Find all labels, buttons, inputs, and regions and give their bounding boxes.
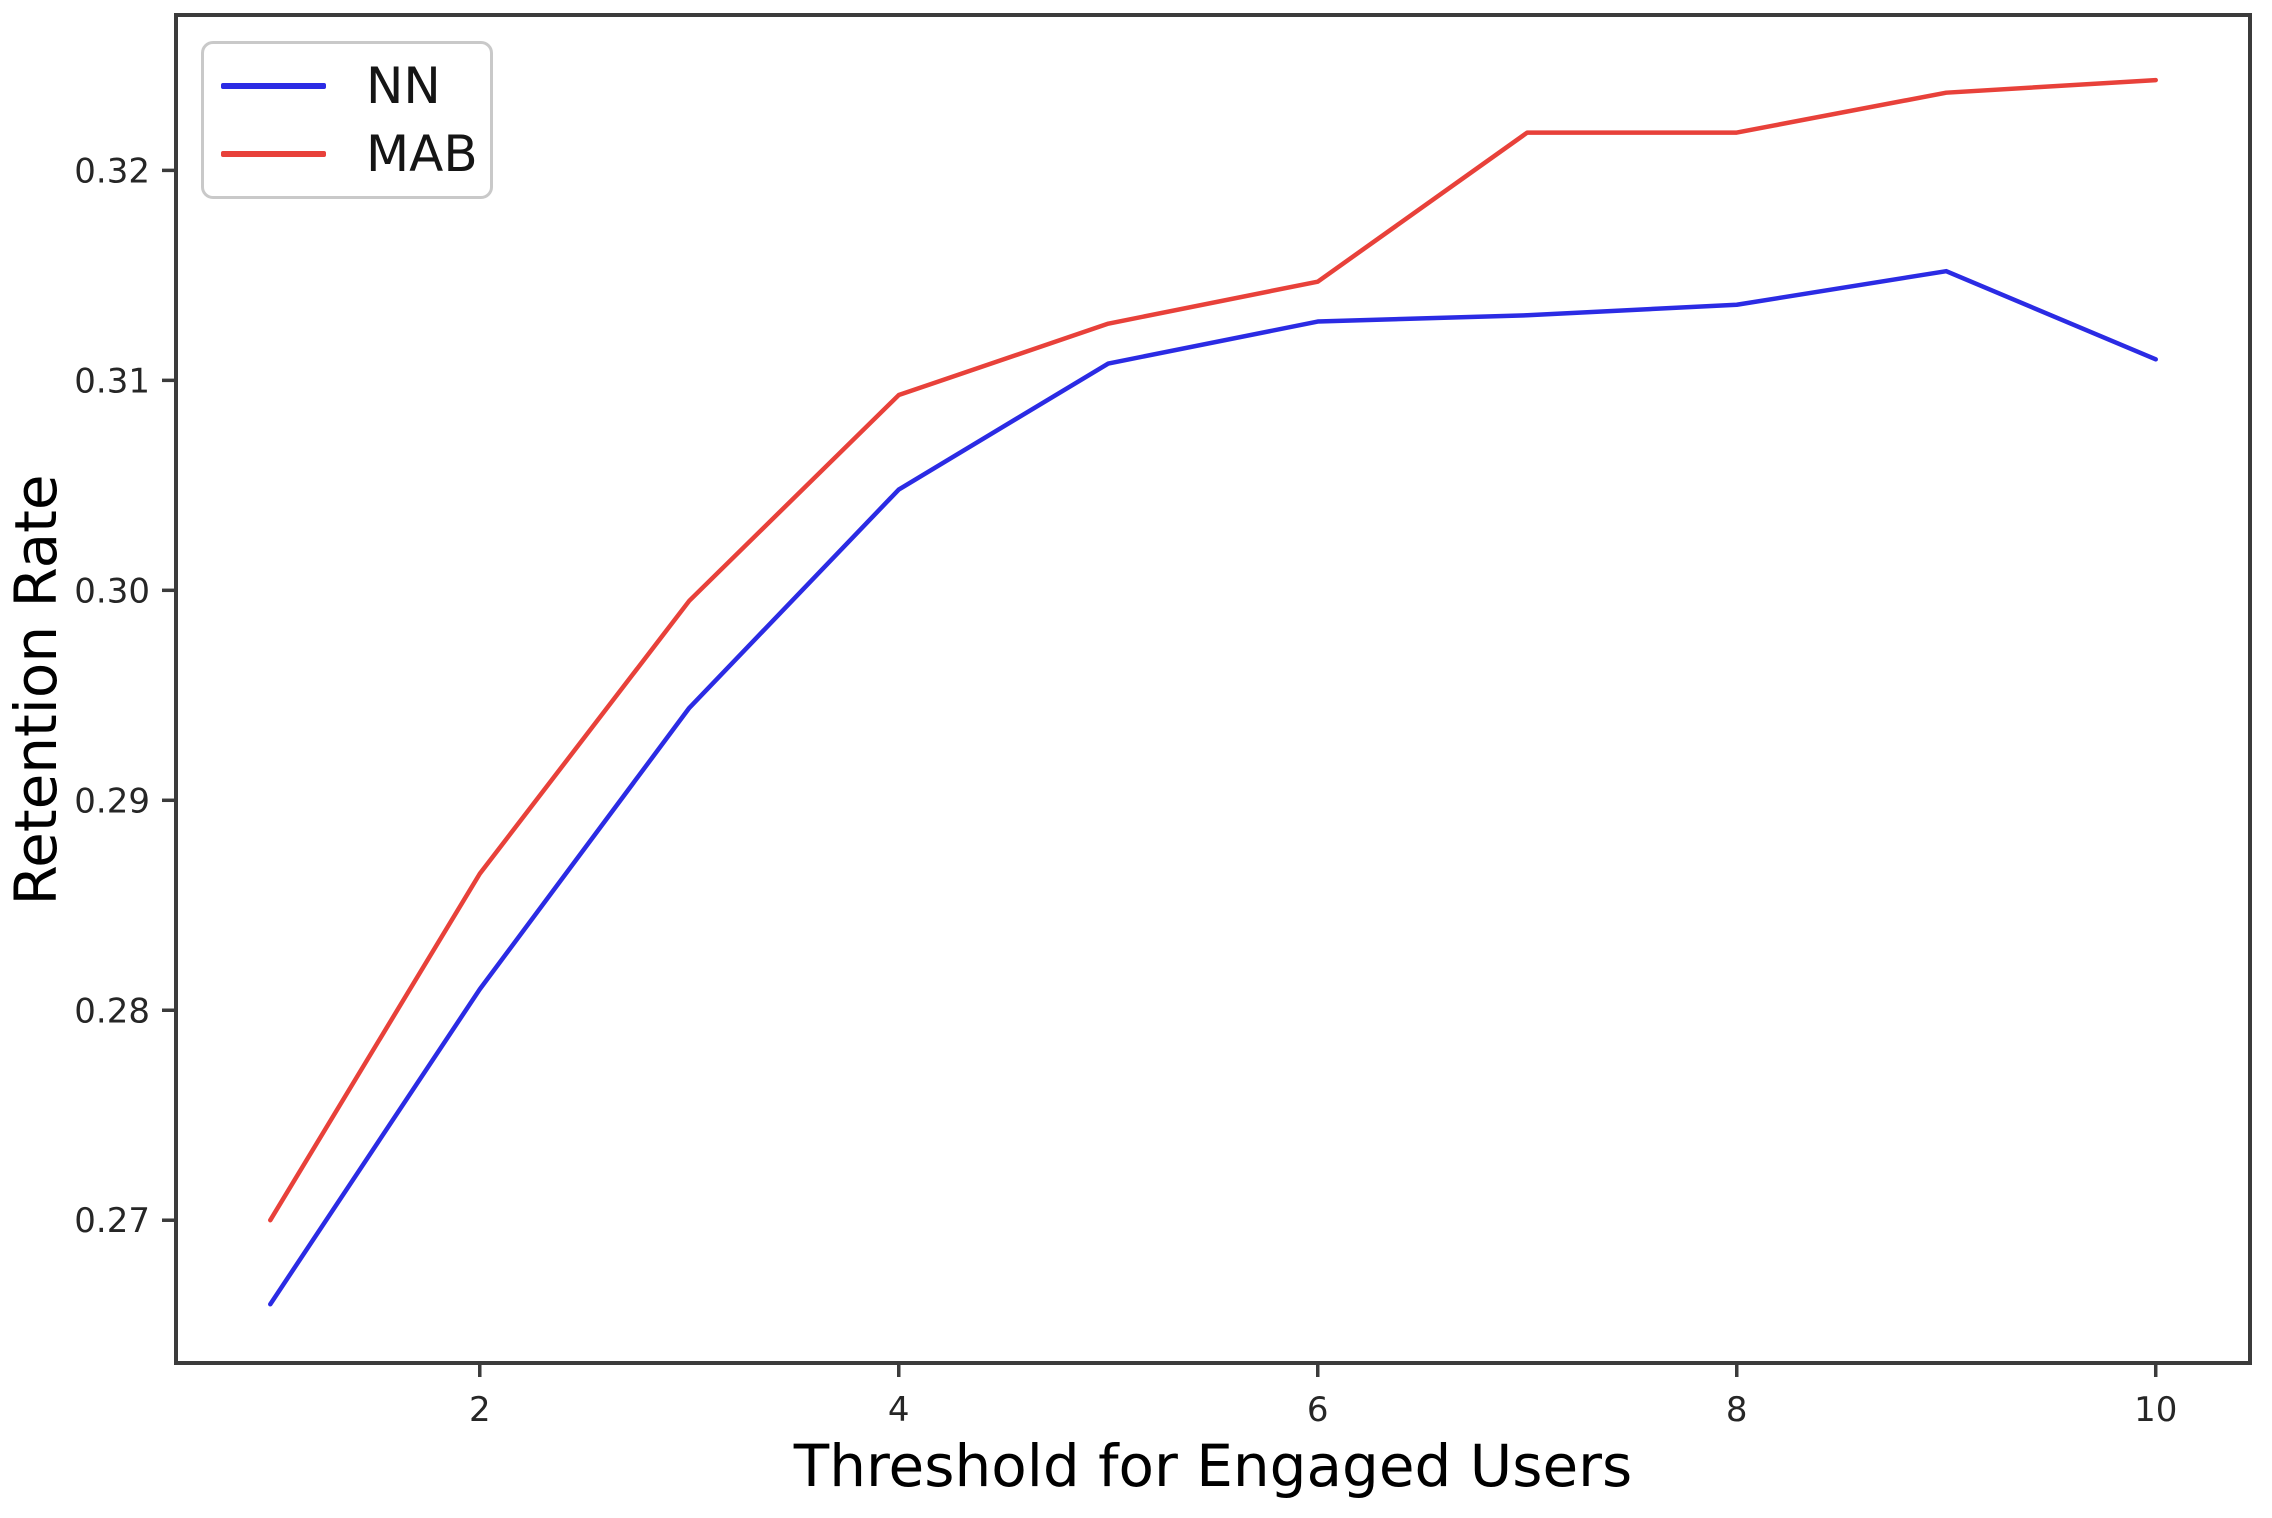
legend-item-nn: NN — [221, 61, 490, 111]
y-tick-label: 0.28 — [74, 991, 150, 1031]
legend: NN MAB — [201, 41, 493, 199]
x-tick-label: 8 — [1726, 1390, 1748, 1430]
x-tick-label: 10 — [2134, 1390, 2177, 1430]
plot-border — [174, 13, 2252, 1365]
line-series-mab — [268, 77, 2158, 1223]
x-axis-label: Threshold for Engaged Users — [793, 1432, 1633, 1500]
legend-label-nn: NN — [366, 57, 441, 116]
legend-item-mab: MAB — [221, 129, 490, 179]
y-tick-label: 0.29 — [74, 781, 150, 821]
y-tick-label: 0.30 — [74, 571, 150, 611]
x-tick-label: 6 — [1307, 1390, 1329, 1430]
legend-label-mab: MAB — [366, 124, 478, 183]
y-tick-label: 0.27 — [74, 1201, 150, 1241]
y-axis-label: Retention Rate — [2, 474, 70, 906]
y-tick-label: 0.32 — [74, 151, 150, 191]
legend-line-sample-mab — [221, 150, 326, 157]
legend-line-sample-nn — [221, 83, 326, 90]
x-tick-label: 2 — [469, 1390, 491, 1430]
x-tick-label: 4 — [888, 1390, 910, 1430]
line-series-nn — [268, 268, 2158, 1307]
y-tick-label: 0.31 — [74, 361, 150, 401]
